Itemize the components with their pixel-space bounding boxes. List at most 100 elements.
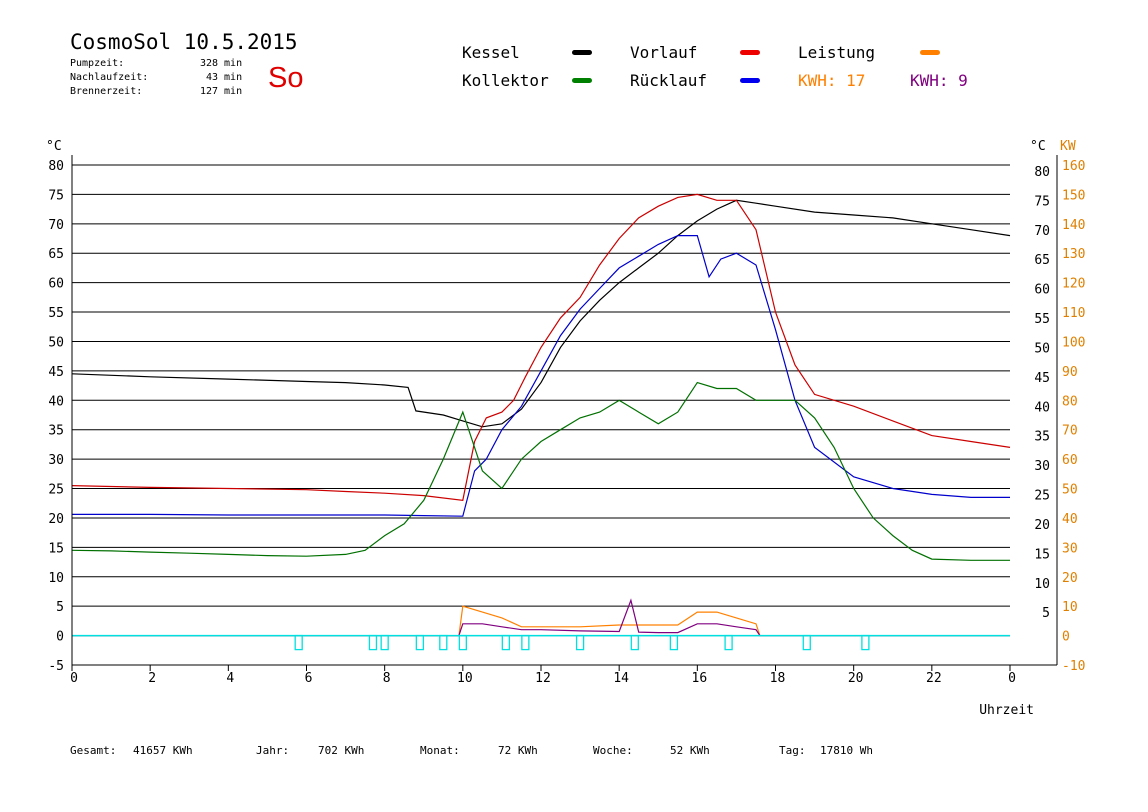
y-right-tick-label: 5	[1042, 606, 1050, 621]
pump-marker	[802, 634, 811, 651]
y2-tick-label: 140	[1062, 218, 1085, 233]
x-tick-label: 2	[148, 671, 156, 686]
info-row-nachlaufzeit: Nachlaufzeit: 43 min	[70, 72, 243, 83]
series-line-r-cklauf	[72, 235, 1010, 517]
y-tick-label: 40	[48, 394, 64, 409]
series-line-kwh-9	[72, 598, 1010, 637]
y2-tick-label: 70	[1062, 424, 1078, 439]
weekday-label: So	[268, 62, 304, 94]
y-tick-label: 55	[48, 306, 64, 321]
legend-vorlauf-label: Vorlauf	[630, 43, 698, 62]
legend-vorlauf-swatch	[740, 50, 760, 55]
y2-tick-label: 160	[1062, 159, 1085, 174]
footer-tag-label: Tag:	[779, 744, 806, 757]
y2-tick-label: 30	[1062, 541, 1078, 556]
y-right-tick-label: 15	[1034, 547, 1050, 562]
pump-marker	[521, 634, 530, 651]
y2-tick-label: 130	[1062, 247, 1085, 262]
footer-gesamt-value: 41657 KWh	[133, 744, 193, 757]
y2-tick-label: 0	[1062, 630, 1070, 645]
pump-marker	[458, 634, 467, 651]
y-right-tick-label: 45	[1034, 371, 1050, 386]
chart-gridlines	[72, 164, 1010, 637]
x-tick-label: 22	[926, 671, 942, 686]
y2-axis-unit: KW	[1060, 139, 1076, 154]
y2-tick-label: 10	[1062, 600, 1078, 615]
y-tick-label: 70	[48, 218, 64, 233]
series-line-vorlauf	[71, 193, 1011, 501]
pump-marker	[575, 634, 585, 651]
y-tick-label: 30	[48, 453, 64, 468]
x-tick-label: 10	[457, 671, 473, 686]
y-right-tick-label: 30	[1034, 459, 1050, 474]
pump-marker	[669, 634, 679, 651]
y2-tick-label: 150	[1062, 188, 1085, 203]
y2-tick-label: 120	[1062, 277, 1085, 292]
legend-kollektor-swatch	[572, 78, 592, 83]
x-tick-label: 14	[613, 671, 629, 686]
legend-kessel-label: Kessel	[462, 43, 520, 62]
footer-jahr-label: Jahr:	[256, 744, 290, 757]
x-tick-label: 4	[226, 671, 234, 686]
y2-tick-label: 90	[1062, 365, 1078, 380]
y-tick-label: 20	[48, 512, 64, 527]
pump-marker	[724, 634, 733, 651]
y-tick-label: 80	[48, 159, 64, 174]
y-tick-label: 5	[56, 600, 64, 615]
pump-marker	[630, 634, 639, 651]
footer-woche-value: 52 KWh	[670, 744, 710, 757]
footer-monat-label: Monat:	[420, 744, 460, 757]
y-right-tick-label: 10	[1034, 577, 1050, 592]
x-tick-label: 18	[770, 671, 786, 686]
info-row-brennerzeit: Brennerzeit: 127 min	[70, 86, 243, 97]
legend-leistung-swatch	[920, 50, 940, 55]
y-tick-label: -5	[48, 659, 64, 674]
chart-axes	[71, 155, 1058, 671]
y-right-tick-label: 50	[1034, 341, 1050, 356]
legend-leistung-label: Leistung	[798, 43, 876, 62]
y-tick-label: 10	[48, 571, 64, 586]
y-right-tick-label: 60	[1034, 283, 1050, 298]
y-tick-label: 15	[48, 541, 64, 556]
chart-tick-labels: 80757065605550454035302520151050-5°C8075…	[46, 139, 1085, 718]
info-row-pumpzeit: Pumpzeit: 328 min	[70, 58, 243, 69]
series-line-kollektor	[71, 381, 1010, 561]
pump-marker	[501, 634, 510, 651]
x-tick-label: 12	[535, 671, 551, 686]
pump-marker	[368, 634, 378, 651]
y-tick-label: 50	[48, 335, 64, 350]
y-right-tick-label: 65	[1034, 253, 1050, 268]
y-right-tick-label: 25	[1034, 489, 1050, 504]
x-tick-label: 20	[848, 671, 864, 686]
footer-woche-label: Woche:	[593, 744, 633, 757]
y2-tick-label: 80	[1062, 394, 1078, 409]
y-right-tick-label: 20	[1034, 518, 1050, 533]
legend-kwh-second: KWH: 9	[910, 71, 968, 90]
legend-kessel-swatch	[572, 50, 592, 55]
legend-kollektor-label: Kollektor	[462, 71, 549, 90]
pump-marker	[415, 634, 424, 651]
y-tick-label: 60	[48, 277, 64, 292]
pump-markers	[72, 634, 1010, 651]
x-tick-label: 8	[383, 671, 391, 686]
footer-gesamt-label: Gesamt:	[70, 744, 117, 757]
x-tick-label: 6	[305, 671, 313, 686]
y-tick-label: 45	[48, 365, 64, 380]
y-tick-label: 25	[48, 483, 64, 498]
pump-marker	[861, 634, 870, 651]
footer-tag-value: 17810 Wh	[820, 744, 873, 757]
y2-tick-label: 40	[1062, 512, 1078, 527]
x-tick-label: 0	[70, 671, 78, 686]
y-right-tick-label: 70	[1034, 224, 1050, 239]
y-right-tick-label: 40	[1034, 400, 1050, 415]
y2-tick-label: 100	[1062, 335, 1085, 350]
legend-kwh-leistung: KWH: 17	[798, 71, 866, 90]
y2-tick-label: 20	[1062, 571, 1078, 586]
chart-series	[71, 193, 1011, 637]
y-tick-label: 35	[48, 424, 64, 439]
y-axis-unit-right: °C	[1030, 139, 1046, 154]
pump-marker	[294, 634, 303, 651]
y-right-tick-label: 35	[1034, 430, 1050, 445]
series-line-kessel	[71, 199, 1011, 428]
